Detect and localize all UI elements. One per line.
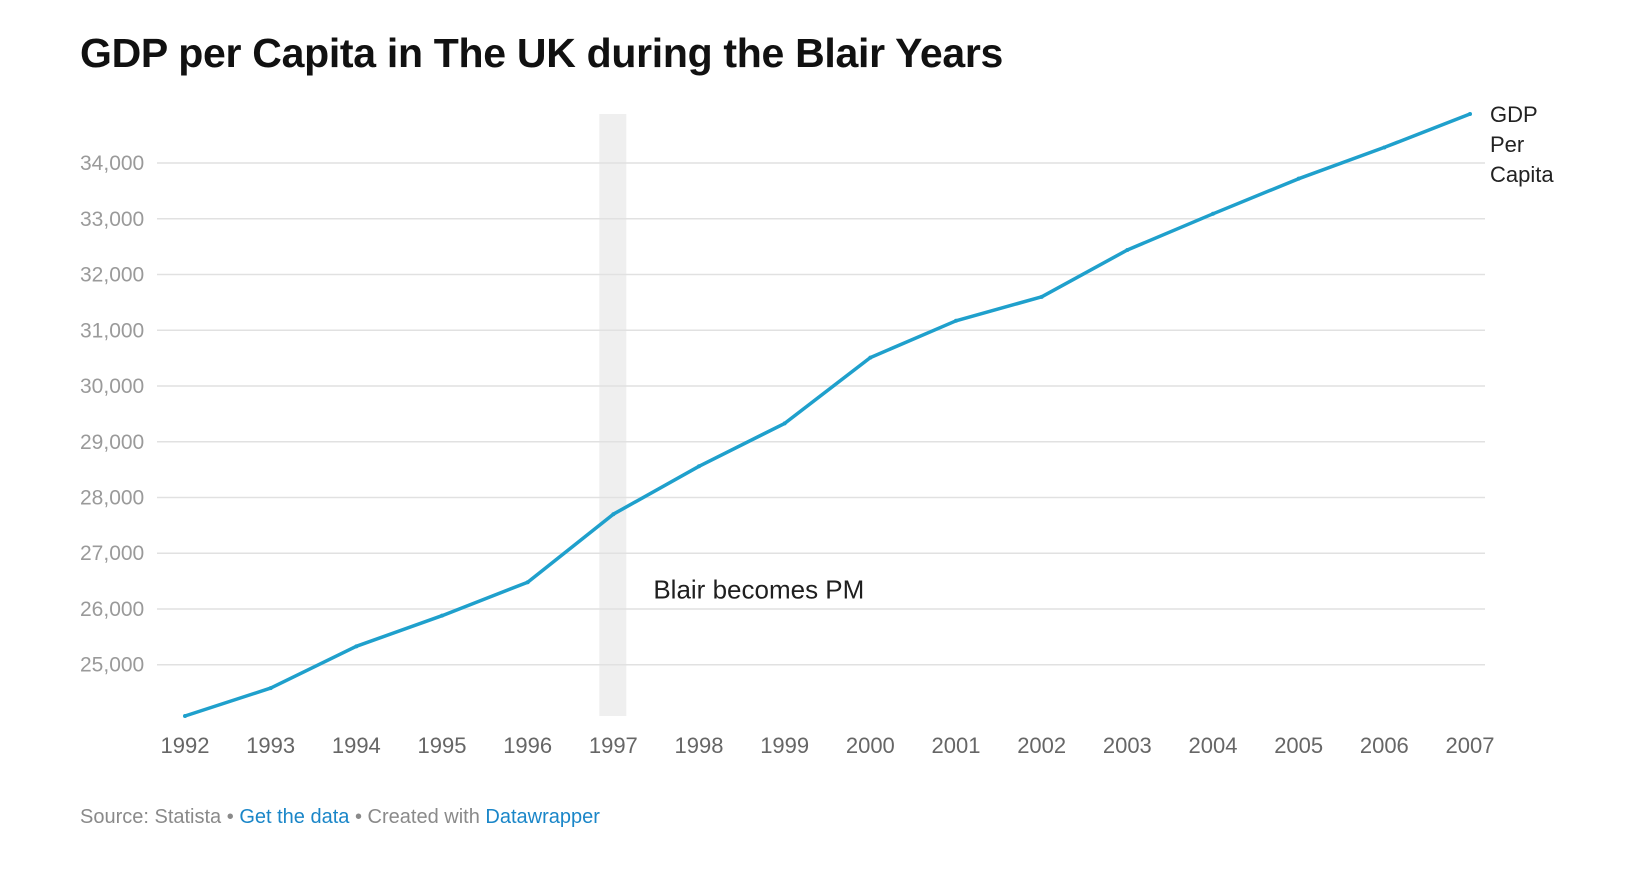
y-tick-label: 26,000 (80, 598, 144, 621)
highlight-band (599, 114, 627, 716)
x-tick-label: 2002 (1017, 733, 1066, 758)
data-point (183, 714, 187, 718)
data-point (440, 613, 444, 618)
y-tick-label: 25,000 (80, 654, 144, 677)
x-tick-label: 2004 (1189, 733, 1238, 758)
series-label-line: Per (1490, 132, 1524, 157)
x-tick-label: 2000 (846, 733, 895, 758)
series-label: GDP Per Capita (1490, 102, 1554, 187)
annotation-label: Blair becomes PM (653, 574, 864, 604)
series-label-line: GDP (1490, 102, 1538, 127)
x-tick-label: 2007 (1446, 733, 1495, 758)
get-the-data-link[interactable]: Get the data (239, 806, 350, 828)
x-tick-label: 2003 (1103, 733, 1152, 758)
created-with-text: Created with (367, 806, 480, 828)
x-tick-label: 1997 (589, 733, 638, 758)
data-point (1125, 248, 1130, 253)
x-tick-label: 1998 (675, 733, 724, 758)
chart-title: GDP per Capita in The UK during the Blai… (80, 30, 1004, 76)
source-text: Source: Statista (80, 806, 222, 828)
y-tick-label: 27,000 (80, 542, 144, 565)
y-tick-label: 28,000 (80, 486, 144, 509)
y-tick-label: 29,000 (80, 431, 144, 454)
data-point (697, 464, 701, 469)
data-point (1039, 294, 1044, 299)
x-tick-label: 2001 (932, 733, 981, 758)
datawrapper-link[interactable]: Datawrapper (485, 806, 600, 828)
data-point (268, 686, 273, 691)
data-point (782, 421, 787, 426)
footer-separator: • (354, 806, 362, 828)
x-tick-label: 1994 (332, 733, 381, 758)
series-label-line: Capita (1490, 162, 1554, 187)
y-tick-label: 32,000 (80, 264, 144, 287)
data-point (954, 318, 958, 323)
data-point (611, 512, 616, 517)
data-point (1211, 211, 1215, 216)
chart-footer: Source: Statista • Get the data • Create… (80, 806, 600, 829)
x-tick-label: 1993 (246, 733, 295, 758)
x-tick-label: 2005 (1274, 733, 1323, 758)
y-tick-label: 30,000 (80, 375, 144, 398)
line-chart: 25,000 26,000 27,000 28,000 29,000 30,000 31,0… (80, 102, 1554, 758)
data-point (1468, 112, 1472, 116)
y-tick-label: 33,000 (80, 208, 144, 231)
series-line (183, 112, 1472, 718)
x-tick-label: 1999 (760, 733, 809, 758)
data-point (1296, 176, 1301, 181)
x-tick-label: 1992 (161, 733, 210, 758)
data-point (354, 644, 359, 649)
y-tick-label: 31,000 (80, 319, 144, 342)
x-tick-label: 1995 (418, 733, 467, 758)
y-tick-label: 34,000 (80, 152, 144, 175)
data-point (1382, 145, 1387, 150)
data-point (525, 580, 530, 585)
x-tick-label: 2006 (1360, 733, 1409, 758)
x-tick-label: 1996 (503, 733, 552, 758)
data-point (868, 355, 873, 360)
footer-separator: • (226, 806, 234, 828)
